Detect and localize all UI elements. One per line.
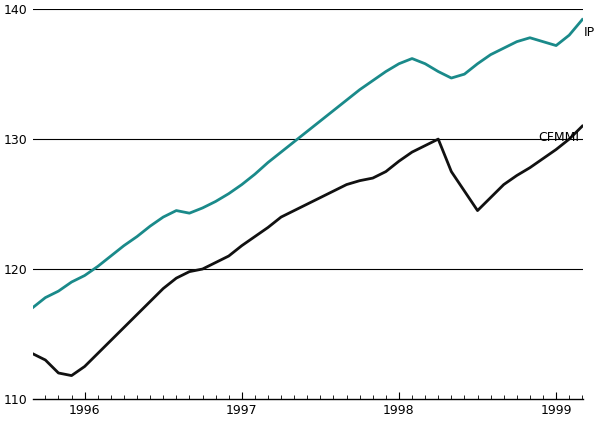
Text: IP: IP: [584, 26, 595, 39]
Text: CFMMI: CFMMI: [538, 131, 579, 144]
